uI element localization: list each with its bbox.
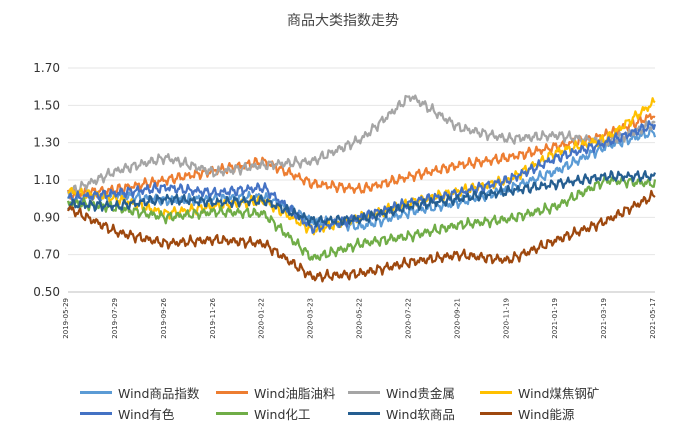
legend-swatch — [216, 391, 248, 394]
series-line — [66, 173, 657, 261]
legend-label: Wind贵金属 — [386, 386, 455, 401]
x-tick-label: 2021-05-17 — [649, 298, 657, 339]
legend-item: Wind有色 — [80, 404, 174, 423]
x-tick-label: 2020-09-21 — [453, 298, 461, 339]
legend-item: Wind商品指数 — [80, 383, 199, 402]
legend-item: Wind化工 — [216, 404, 310, 423]
legend-item: Wind能源 — [480, 404, 574, 423]
legend-item: Wind贵金属 — [348, 383, 455, 402]
y-tick-label: 1.50 — [33, 98, 60, 112]
y-tick-label: 1.30 — [33, 136, 60, 150]
legend-label: Wind有色 — [118, 407, 175, 422]
y-axis: 0.50 0.70 0.90 1.10 1.30 1.50 1.70 — [33, 61, 60, 299]
legend-label: Wind煤焦钢矿 — [518, 386, 600, 401]
y-tick-label: 0.70 — [33, 248, 60, 262]
legend-item: Wind煤焦钢矿 — [480, 383, 599, 402]
legend-swatch — [480, 412, 512, 415]
legend-swatch — [80, 412, 112, 415]
y-tick-label: 1.10 — [33, 173, 60, 187]
x-tick-label: 2021-03-19 — [600, 298, 608, 339]
x-tick-label: 2019-11-26 — [209, 297, 217, 338]
legend-item: Wind软商品 — [348, 404, 455, 423]
x-tick-label: 2021-01-19 — [551, 298, 559, 339]
x-tick-label: 2019-07-29 — [111, 298, 119, 339]
x-tick-label: 2019-09-26 — [160, 297, 168, 338]
x-tick-label: 2019-05-29 — [62, 298, 70, 339]
series-line — [66, 94, 656, 197]
legend-swatch — [80, 391, 112, 394]
legend-label: Wind化工 — [254, 407, 311, 422]
series-lines — [66, 94, 657, 283]
legend-label: Wind油脂油料 — [254, 386, 336, 401]
x-tick-label: 2020-11-19 — [502, 298, 510, 339]
legend-label: Wind商品指数 — [118, 386, 200, 401]
series-line — [67, 97, 656, 236]
legend-swatch — [348, 391, 380, 394]
x-tick-label: 2020-07-22 — [404, 298, 412, 339]
x-axis: 2019-05-29 2019-07-29 2019-09-26 2019-11-26… — [62, 291, 657, 339]
series-line — [66, 189, 656, 283]
x-tick-label: 2020-01-22 — [258, 298, 266, 339]
x-tick-label: 2020-05-22 — [356, 298, 364, 339]
chart-title: 商品大类指数走势 — [287, 13, 399, 29]
legend-swatch — [216, 412, 248, 415]
legend-label: Wind能源 — [518, 407, 575, 422]
y-tick-label: 1.70 — [33, 61, 60, 75]
legend-item: Wind油脂油料 — [216, 383, 335, 402]
legend-swatch — [348, 412, 380, 415]
series-line — [67, 170, 657, 228]
y-tick-label: 0.90 — [33, 210, 60, 224]
series-line — [67, 120, 657, 234]
legend-swatch — [480, 391, 512, 394]
y-tick-label: 0.50 — [33, 285, 60, 299]
x-tick-label: 2020-03-23 — [307, 298, 315, 339]
legend-label: Wind软商品 — [386, 407, 455, 422]
